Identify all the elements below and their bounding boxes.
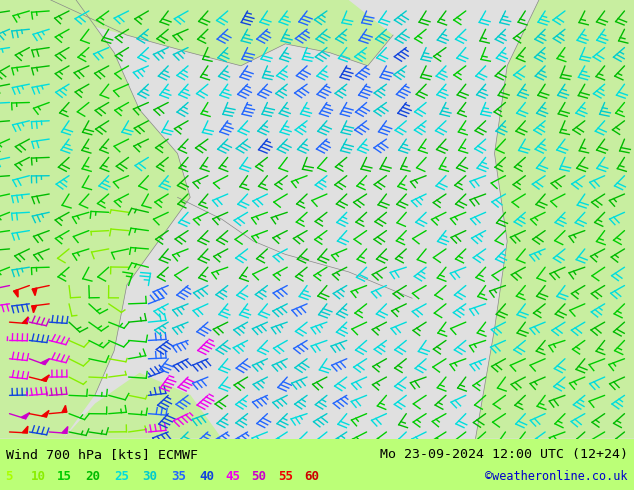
Text: 10: 10 [30,470,46,483]
Polygon shape [62,405,67,413]
Text: 45: 45 [225,470,240,483]
Polygon shape [476,0,634,439]
Polygon shape [22,317,29,323]
Text: 15: 15 [57,470,72,483]
Text: 40: 40 [200,470,215,483]
Polygon shape [13,290,18,297]
Text: ©weatheronline.co.uk: ©weatheronline.co.uk [485,470,628,483]
Polygon shape [0,0,190,439]
Polygon shape [21,413,30,419]
Text: 5: 5 [5,470,13,483]
Text: 30: 30 [143,470,158,483]
Text: 20: 20 [86,470,101,483]
Polygon shape [62,426,68,433]
Text: 55: 55 [278,470,293,483]
Polygon shape [42,411,49,417]
Text: Wind 700 hPa [kts] ECMWF: Wind 700 hPa [kts] ECMWF [6,448,198,461]
Polygon shape [32,288,37,295]
Polygon shape [41,375,49,381]
Polygon shape [51,0,393,66]
Polygon shape [0,373,222,439]
Polygon shape [32,305,37,313]
Text: 35: 35 [171,470,186,483]
Text: 25: 25 [114,470,129,483]
Text: 50: 50 [251,470,266,483]
Text: Mo 23-09-2024 12:00 UTC (12+24): Mo 23-09-2024 12:00 UTC (12+24) [380,448,628,461]
Polygon shape [22,426,28,433]
Polygon shape [41,359,49,365]
Text: 60: 60 [304,470,320,483]
